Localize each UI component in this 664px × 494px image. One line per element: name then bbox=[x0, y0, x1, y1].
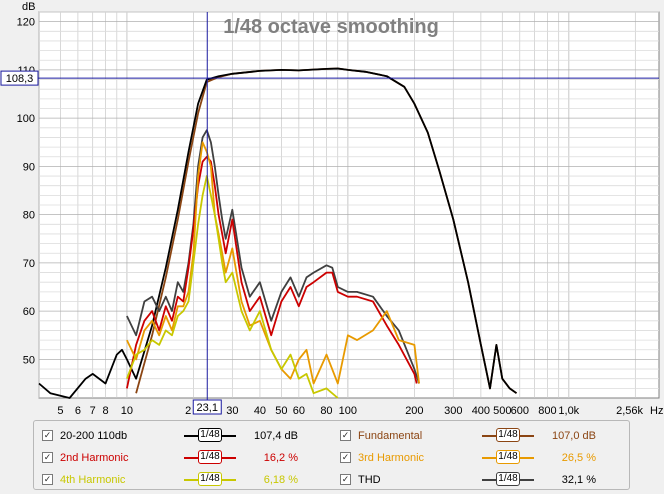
trace-swatch bbox=[222, 435, 236, 437]
x-tick-label: 7 bbox=[90, 405, 96, 417]
smoothing-button[interactable]: 1/48 bbox=[184, 472, 236, 486]
y-tick-label: 70 bbox=[23, 258, 35, 270]
axis-ticks: 5 6 7 8 10 30 40 50 60 80 100 200 300 400 500 600 800 1,0… bbox=[17, 17, 644, 417]
trace-swatch bbox=[520, 435, 534, 437]
grid-lines bbox=[38, 11, 659, 398]
y-axis-unit-label: dB bbox=[22, 1, 35, 13]
legend-value: 32,1 % bbox=[561, 474, 596, 486]
x-tick-label: 10 bbox=[121, 405, 133, 417]
legend-value: 16,2 % bbox=[263, 452, 298, 464]
legend-item: ✓ 3rd Harmonic 1/48 26,5 % bbox=[340, 450, 620, 466]
y-tick-label: 100 bbox=[17, 113, 35, 125]
legend-checkbox[interactable]: ✓ bbox=[340, 474, 351, 485]
legend-series-name: 20-200 110db bbox=[60, 430, 128, 442]
legend-item: ✓ Fundamental 1/48 107,0 dB bbox=[340, 428, 620, 444]
x-tick-label: 1,0k bbox=[558, 405, 579, 417]
series-layer bbox=[38, 67, 518, 399]
cursor-x-readout: 23,1 bbox=[197, 402, 218, 414]
legend-checkbox[interactable]: ✓ bbox=[42, 474, 53, 485]
x-tick-label: 600 bbox=[511, 405, 529, 417]
cursor-y-readout: 108,3 bbox=[6, 73, 34, 85]
trace-swatch bbox=[482, 435, 496, 437]
legend-checkbox[interactable]: ✓ bbox=[42, 452, 53, 463]
x-axis-unit-label: Hz bbox=[650, 405, 663, 417]
y-tick-label: 80 bbox=[23, 210, 35, 222]
legend-panel: ✓ 20-200 110db 1/48 107,4 dB ✓ Fundamental 1/4… bbox=[33, 420, 630, 490]
x-tick-label: 300 bbox=[444, 405, 462, 417]
x-tick-label: 100 bbox=[339, 405, 357, 417]
series-line-4th bbox=[126, 175, 339, 399]
legend-series-name: THD bbox=[358, 474, 381, 486]
legend-value: 107,4 dB bbox=[253, 430, 298, 442]
smoothing-button[interactable]: 1/48 bbox=[482, 450, 534, 464]
trace-swatch bbox=[482, 479, 496, 481]
smoothing-label: 1/48 bbox=[496, 428, 520, 442]
smoothing-label: 1/48 bbox=[198, 428, 222, 442]
legend-series-name: Fundamental bbox=[358, 430, 423, 442]
x-tick-label: 80 bbox=[320, 405, 332, 417]
x-tick-label: 200 bbox=[405, 405, 423, 417]
cursor-y-readout-box bbox=[0, 70, 39, 86]
y-tick-label: 60 bbox=[23, 306, 35, 318]
y-tick-label: 120 bbox=[17, 17, 35, 29]
smoothing-button[interactable]: 1/48 bbox=[184, 450, 236, 464]
legend-series-name: 2nd Harmonic bbox=[60, 452, 129, 464]
series-line-20-200 bbox=[38, 67, 518, 399]
cursor-x-readout-box bbox=[192, 399, 222, 415]
x-tick-label: 5 bbox=[57, 405, 63, 417]
legend-value: 26,5 % bbox=[561, 452, 596, 464]
smoothing-button[interactable]: 1/48 bbox=[184, 428, 236, 442]
smoothing-label: 1/48 bbox=[198, 472, 222, 486]
legend-series-name: 4th Harmonic bbox=[60, 474, 126, 486]
legend-checkbox[interactable]: ✓ bbox=[340, 430, 351, 441]
x-tick-label: 500 bbox=[493, 405, 511, 417]
legend-item: ✓ 2nd Harmonic 1/48 16,2 % bbox=[42, 450, 322, 466]
legend-item: ✓ 4th Harmonic 1/48 6,18 % bbox=[42, 472, 322, 488]
legend-item: ✓ 20-200 110db 1/48 107,4 dB bbox=[42, 428, 322, 444]
legend-value: 6,18 % bbox=[263, 474, 298, 486]
x-tick-label: 400 bbox=[472, 405, 490, 417]
trace-swatch bbox=[184, 479, 198, 481]
x-tick-label: 2,56k bbox=[616, 405, 643, 417]
x-tick-label: 60 bbox=[293, 405, 305, 417]
x-tick-label: 8 bbox=[102, 405, 108, 417]
series-line-2nd bbox=[126, 155, 418, 389]
smoothing-label: 1/48 bbox=[496, 450, 520, 464]
trace-swatch bbox=[184, 457, 198, 459]
trace-swatch bbox=[184, 435, 198, 437]
x-tick-label: 50 bbox=[275, 405, 287, 417]
trace-swatch bbox=[520, 479, 534, 481]
legend-series-name: 3rd Harmonic bbox=[358, 452, 425, 464]
x-tick-label: 2 bbox=[185, 405, 191, 417]
cursor-crosshair[interactable]: 108,3 23,1 bbox=[0, 12, 659, 415]
legend-checkbox[interactable]: ✓ bbox=[42, 430, 53, 441]
series-line-thd bbox=[126, 129, 420, 384]
y-tick-label: 50 bbox=[23, 354, 35, 366]
legend-value: 107,0 dB bbox=[551, 430, 596, 442]
chart-title: 1/48 octave smoothing bbox=[223, 16, 439, 38]
trace-swatch bbox=[222, 479, 236, 481]
x-tick-label: 30 bbox=[226, 405, 238, 417]
trace-swatch bbox=[222, 457, 236, 459]
smoothing-button[interactable]: 1/48 bbox=[482, 428, 534, 442]
trace-swatch bbox=[520, 457, 534, 459]
smoothing-button[interactable]: 1/48 bbox=[482, 472, 534, 486]
legend-item: ✓ THD 1/48 32,1 % bbox=[340, 472, 620, 488]
trace-swatch bbox=[482, 457, 496, 459]
series-line-3rd bbox=[126, 141, 420, 385]
smoothing-label: 1/48 bbox=[496, 472, 520, 486]
x-tick-label: 40 bbox=[254, 405, 266, 417]
x-tick-label: 800 bbox=[538, 405, 556, 417]
smoothing-label: 1/48 bbox=[198, 450, 222, 464]
response-chart[interactable]: 5 6 7 8 10 30 40 50 60 80 100 200 300 400 500 600 800 1,0… bbox=[0, 0, 664, 420]
legend-checkbox[interactable]: ✓ bbox=[340, 452, 351, 463]
x-tick-label: 6 bbox=[75, 405, 81, 417]
y-tick-label: 90 bbox=[23, 161, 35, 173]
